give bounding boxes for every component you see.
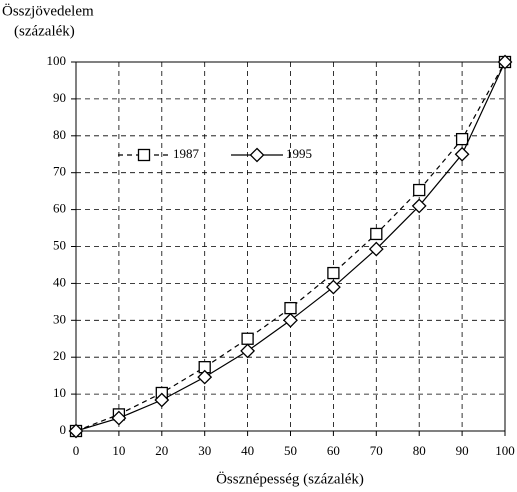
marker [497, 54, 513, 70]
marker [197, 369, 213, 385]
x-tick-label: 30 [198, 443, 211, 458]
marker [249, 147, 265, 163]
marker [137, 148, 151, 162]
x-tick-label: 10 [112, 443, 125, 458]
legend-label: 1987 [173, 146, 200, 161]
marker [454, 146, 470, 162]
y-axis-label: Összjövedelem [2, 2, 94, 19]
y-tick-label: 40 [53, 274, 66, 289]
y-tick-label: 30 [53, 311, 66, 326]
marker [68, 423, 84, 439]
marker [455, 132, 469, 146]
plot-frame [75, 61, 506, 432]
marker [241, 332, 254, 345]
y-tick-label: 0 [60, 422, 67, 437]
y-axis-label: (százalék) [14, 23, 75, 39]
x-tick-label: 70 [370, 443, 383, 458]
legend-label: 1995 [286, 146, 312, 161]
y-tick-label: 20 [53, 348, 66, 363]
y-tick-label: 80 [53, 127, 66, 142]
marker [284, 301, 297, 315]
y-tick-label: 60 [53, 201, 66, 216]
x-tick-label: 90 [456, 443, 469, 458]
marker [327, 266, 340, 280]
y-tick-label: 100 [47, 53, 67, 68]
x-tick-label: 40 [241, 443, 254, 458]
x-axis-label: Össznépesség (százalék) [216, 470, 364, 487]
series-line [75, 61, 506, 432]
x-tick-label: 100 [495, 443, 515, 458]
marker [411, 198, 427, 214]
x-tick-label: 50 [284, 443, 297, 458]
marker [368, 241, 384, 257]
x-tick-label: 80 [413, 443, 426, 458]
marker [283, 312, 298, 328]
y-tick-label: 10 [53, 385, 66, 400]
marker [240, 343, 256, 359]
marker [413, 183, 426, 197]
x-tick-label: 60 [327, 443, 340, 458]
x-tick-label: 0 [73, 443, 80, 458]
y-tick-label: 70 [53, 164, 66, 179]
y-tick-label: 50 [53, 237, 66, 252]
marker [154, 392, 170, 408]
y-tick-label: 90 [53, 90, 66, 105]
x-tick-label: 20 [155, 443, 168, 458]
marker [325, 279, 341, 295]
marker [370, 227, 383, 241]
marker [111, 410, 127, 426]
